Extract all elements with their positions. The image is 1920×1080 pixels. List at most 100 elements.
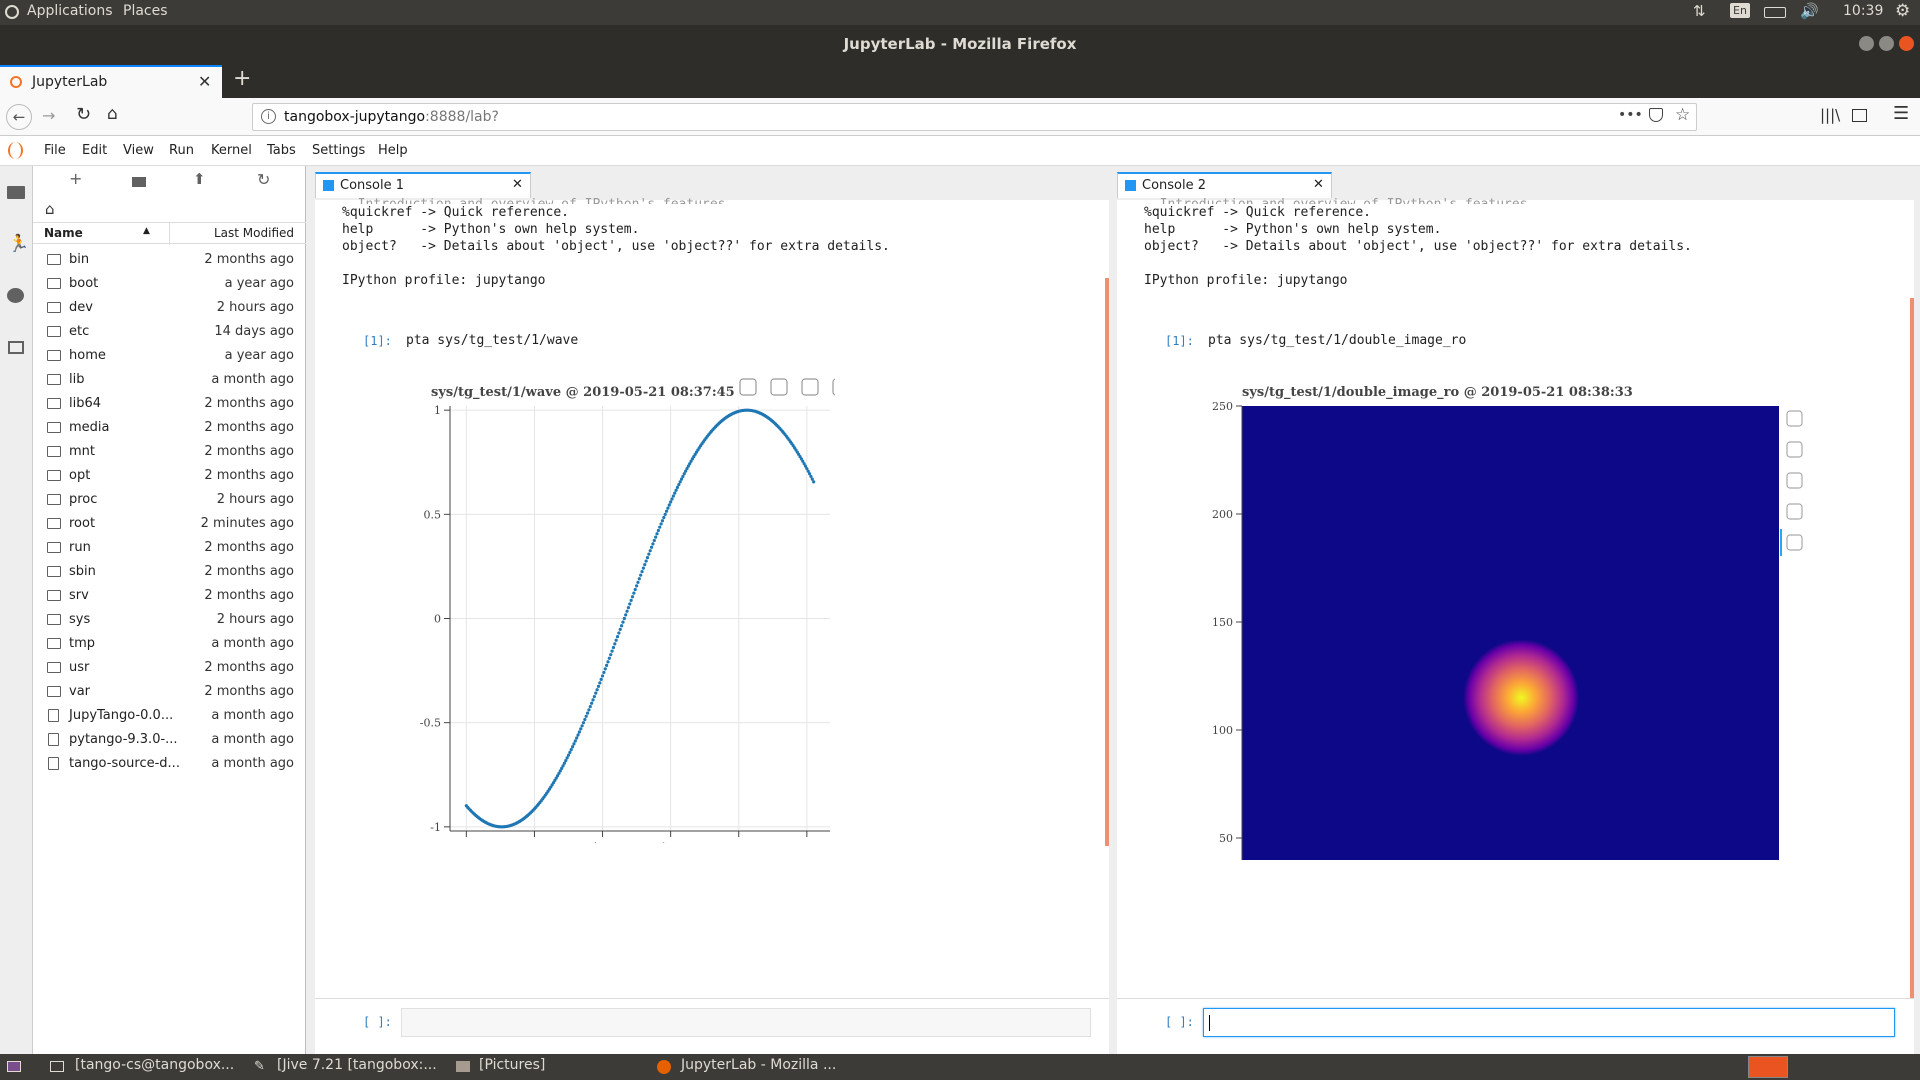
pocket-icon[interactable] xyxy=(1649,108,1663,122)
file-list-item[interactable]: etc 14 days ago xyxy=(33,320,306,344)
close-console-2-icon[interactable]: ✕ xyxy=(1313,177,1324,192)
places-menu[interactable]: Places xyxy=(123,3,168,19)
file-list-item[interactable]: pytango-9.3.0-... a month ago xyxy=(33,728,306,752)
library-icon[interactable]: |||\ xyxy=(1820,106,1841,124)
new-launcher-icon[interactable]: + xyxy=(69,169,83,188)
workspace-switcher[interactable] xyxy=(1748,1056,1788,1078)
volume-icon[interactable]: 🔊 xyxy=(1800,2,1819,20)
console-2-tab-label: Console 2 xyxy=(1142,178,1207,193)
file-list-item[interactable]: opt 2 months ago xyxy=(33,464,306,488)
file-list-item[interactable]: var 2 months ago xyxy=(33,680,306,704)
folder-tab-icon[interactable] xyxy=(7,186,25,199)
pan-tool-icon[interactable] xyxy=(1786,410,1803,427)
tab-console-1[interactable]: Console 1 ✕ xyxy=(315,172,531,198)
home-icon[interactable]: ⌂ xyxy=(107,104,118,124)
clock[interactable]: 10:39 xyxy=(1843,3,1884,19)
bookmark-star-icon[interactable]: ☆ xyxy=(1675,105,1691,125)
zoom-tool-icon[interactable] xyxy=(1786,441,1803,458)
taskbar-item-terminal[interactable]: [tango-cs@tangobox... xyxy=(50,1056,240,1078)
settings-gear-icon[interactable]: ⚙ xyxy=(1895,1,1911,21)
back-icon[interactable]: ← xyxy=(6,104,32,130)
file-list-item[interactable]: sys 2 hours ago xyxy=(33,608,306,632)
info-icon[interactable]: i xyxy=(261,109,276,124)
file-list-item[interactable]: mnt 2 months ago xyxy=(33,440,306,464)
firefox-icon xyxy=(657,1060,671,1074)
forward-icon[interactable]: → xyxy=(42,106,56,125)
browser-tab[interactable]: JupyterLab ✕ xyxy=(0,65,222,98)
file-list-item[interactable]: JupyTango-0.0... a month ago xyxy=(33,704,306,728)
data-point xyxy=(592,694,596,699)
sort-caret-icon[interactable]: ▲ xyxy=(143,226,150,236)
file-list-item[interactable]: usr 2 months ago xyxy=(33,656,306,680)
menu-run[interactable]: Run xyxy=(169,143,194,158)
sidebar-icon[interactable] xyxy=(1852,109,1867,122)
menu-tabs[interactable]: Tabs xyxy=(267,143,296,158)
file-list-item[interactable]: bin 2 months ago xyxy=(33,248,306,272)
folder-icon xyxy=(456,1061,470,1072)
palette-tab-icon[interactable] xyxy=(7,288,24,303)
battery-icon[interactable] xyxy=(1764,7,1786,18)
wave-chart[interactable]: sys/tg_test/1/wave @ 2019-05-21 08:37:45… xyxy=(395,378,835,843)
network-icon[interactable]: ⇅ xyxy=(1693,2,1706,20)
hover-tool-icon[interactable] xyxy=(1786,534,1803,551)
reload-icon[interactable]: ↻ xyxy=(76,104,92,125)
pan-tool-icon[interactable] xyxy=(739,378,757,396)
menu-kernel[interactable]: Kernel xyxy=(211,143,252,158)
zoom-tool-icon[interactable] xyxy=(770,378,788,396)
close-console-1-icon[interactable]: ✕ xyxy=(512,177,523,192)
file-list-item[interactable]: root 2 minutes ago xyxy=(33,512,306,536)
file-list-item[interactable]: tmp a month ago xyxy=(33,632,306,656)
show-desktop-icon[interactable] xyxy=(7,1061,21,1072)
tabs-tab-icon[interactable] xyxy=(8,341,24,354)
menu-settings[interactable]: Settings xyxy=(312,143,366,158)
file-list-item[interactable]: boot a year ago xyxy=(33,272,306,296)
refresh-icon[interactable]: ↻ xyxy=(257,170,271,189)
taskbar-item-pictures[interactable]: [Pictures] xyxy=(456,1056,636,1078)
close-tab-icon[interactable]: ✕ xyxy=(198,72,212,91)
reset-tool-icon[interactable] xyxy=(832,378,835,396)
taskbar-item-jive[interactable]: ✎ [Jive 7.21 [tangobox:... xyxy=(254,1057,437,1074)
file-list-item[interactable]: run 2 months ago xyxy=(33,536,306,560)
image-chart[interactable]: sys/tg_test/1/double_image_ro @ 2019-05-… xyxy=(1192,380,1902,860)
menu-view[interactable]: View xyxy=(123,143,154,158)
file-list-item[interactable]: sbin 2 months ago xyxy=(33,560,306,584)
close-window-button[interactable] xyxy=(1899,36,1914,51)
new-folder-icon[interactable] xyxy=(132,177,146,187)
file-list-item[interactable]: srv 2 months ago xyxy=(33,584,306,608)
maximize-button[interactable] xyxy=(1879,36,1894,51)
page-actions-icon[interactable]: ••• xyxy=(1618,107,1643,123)
file-list-item[interactable]: home a year ago xyxy=(33,344,306,368)
minimize-button[interactable] xyxy=(1859,36,1874,51)
modified-column-header[interactable]: Last Modified xyxy=(213,226,294,240)
file-name: proc xyxy=(69,492,98,507)
tab-console-2[interactable]: Console 2 ✕ xyxy=(1117,172,1332,198)
file-name: lib xyxy=(69,372,85,387)
upload-icon[interactable]: ⬆ xyxy=(193,170,206,188)
breadcrumb-home-icon[interactable]: ⌂ xyxy=(45,200,55,218)
console-1-input[interactable] xyxy=(401,1008,1091,1037)
applications-menu[interactable]: Applications xyxy=(27,3,113,19)
data-point xyxy=(577,730,581,734)
file-list-item[interactable]: proc 2 hours ago xyxy=(33,488,306,512)
wheel-zoom-icon[interactable] xyxy=(1786,472,1803,489)
menu-help[interactable]: Help xyxy=(378,143,408,158)
taskbar-item-firefox[interactable]: JupyterLab - Mozilla ... xyxy=(648,1056,848,1078)
file-list-item[interactable]: media 2 months ago xyxy=(33,416,306,440)
menu-file[interactable]: File xyxy=(44,143,66,158)
keyboard-indicator[interactable]: En xyxy=(1730,3,1750,18)
new-tab-button[interactable]: + xyxy=(233,66,252,91)
file-list-item[interactable]: dev 2 hours ago xyxy=(33,296,306,320)
file-list-item[interactable]: tango-source-d... a month ago xyxy=(33,752,306,776)
url-bar[interactable]: i tangobox-jupytango:8888/lab? ••• ☆ xyxy=(252,103,1697,131)
wheel-zoom-icon[interactable] xyxy=(801,378,819,396)
data-point xyxy=(643,562,647,567)
name-column-header[interactable]: Name xyxy=(44,226,83,240)
file-list-item[interactable]: lib a month ago xyxy=(33,368,306,392)
reset-tool-icon[interactable] xyxy=(1786,503,1803,520)
file-name: srv xyxy=(69,588,89,603)
file-list-item[interactable]: lib64 2 months ago xyxy=(33,392,306,416)
hamburger-menu-icon[interactable]: ☰ xyxy=(1893,103,1910,124)
console-2-input[interactable] xyxy=(1203,1008,1895,1037)
running-tab-icon[interactable]: 🏃 xyxy=(8,234,30,254)
menu-edit[interactable]: Edit xyxy=(82,143,108,158)
